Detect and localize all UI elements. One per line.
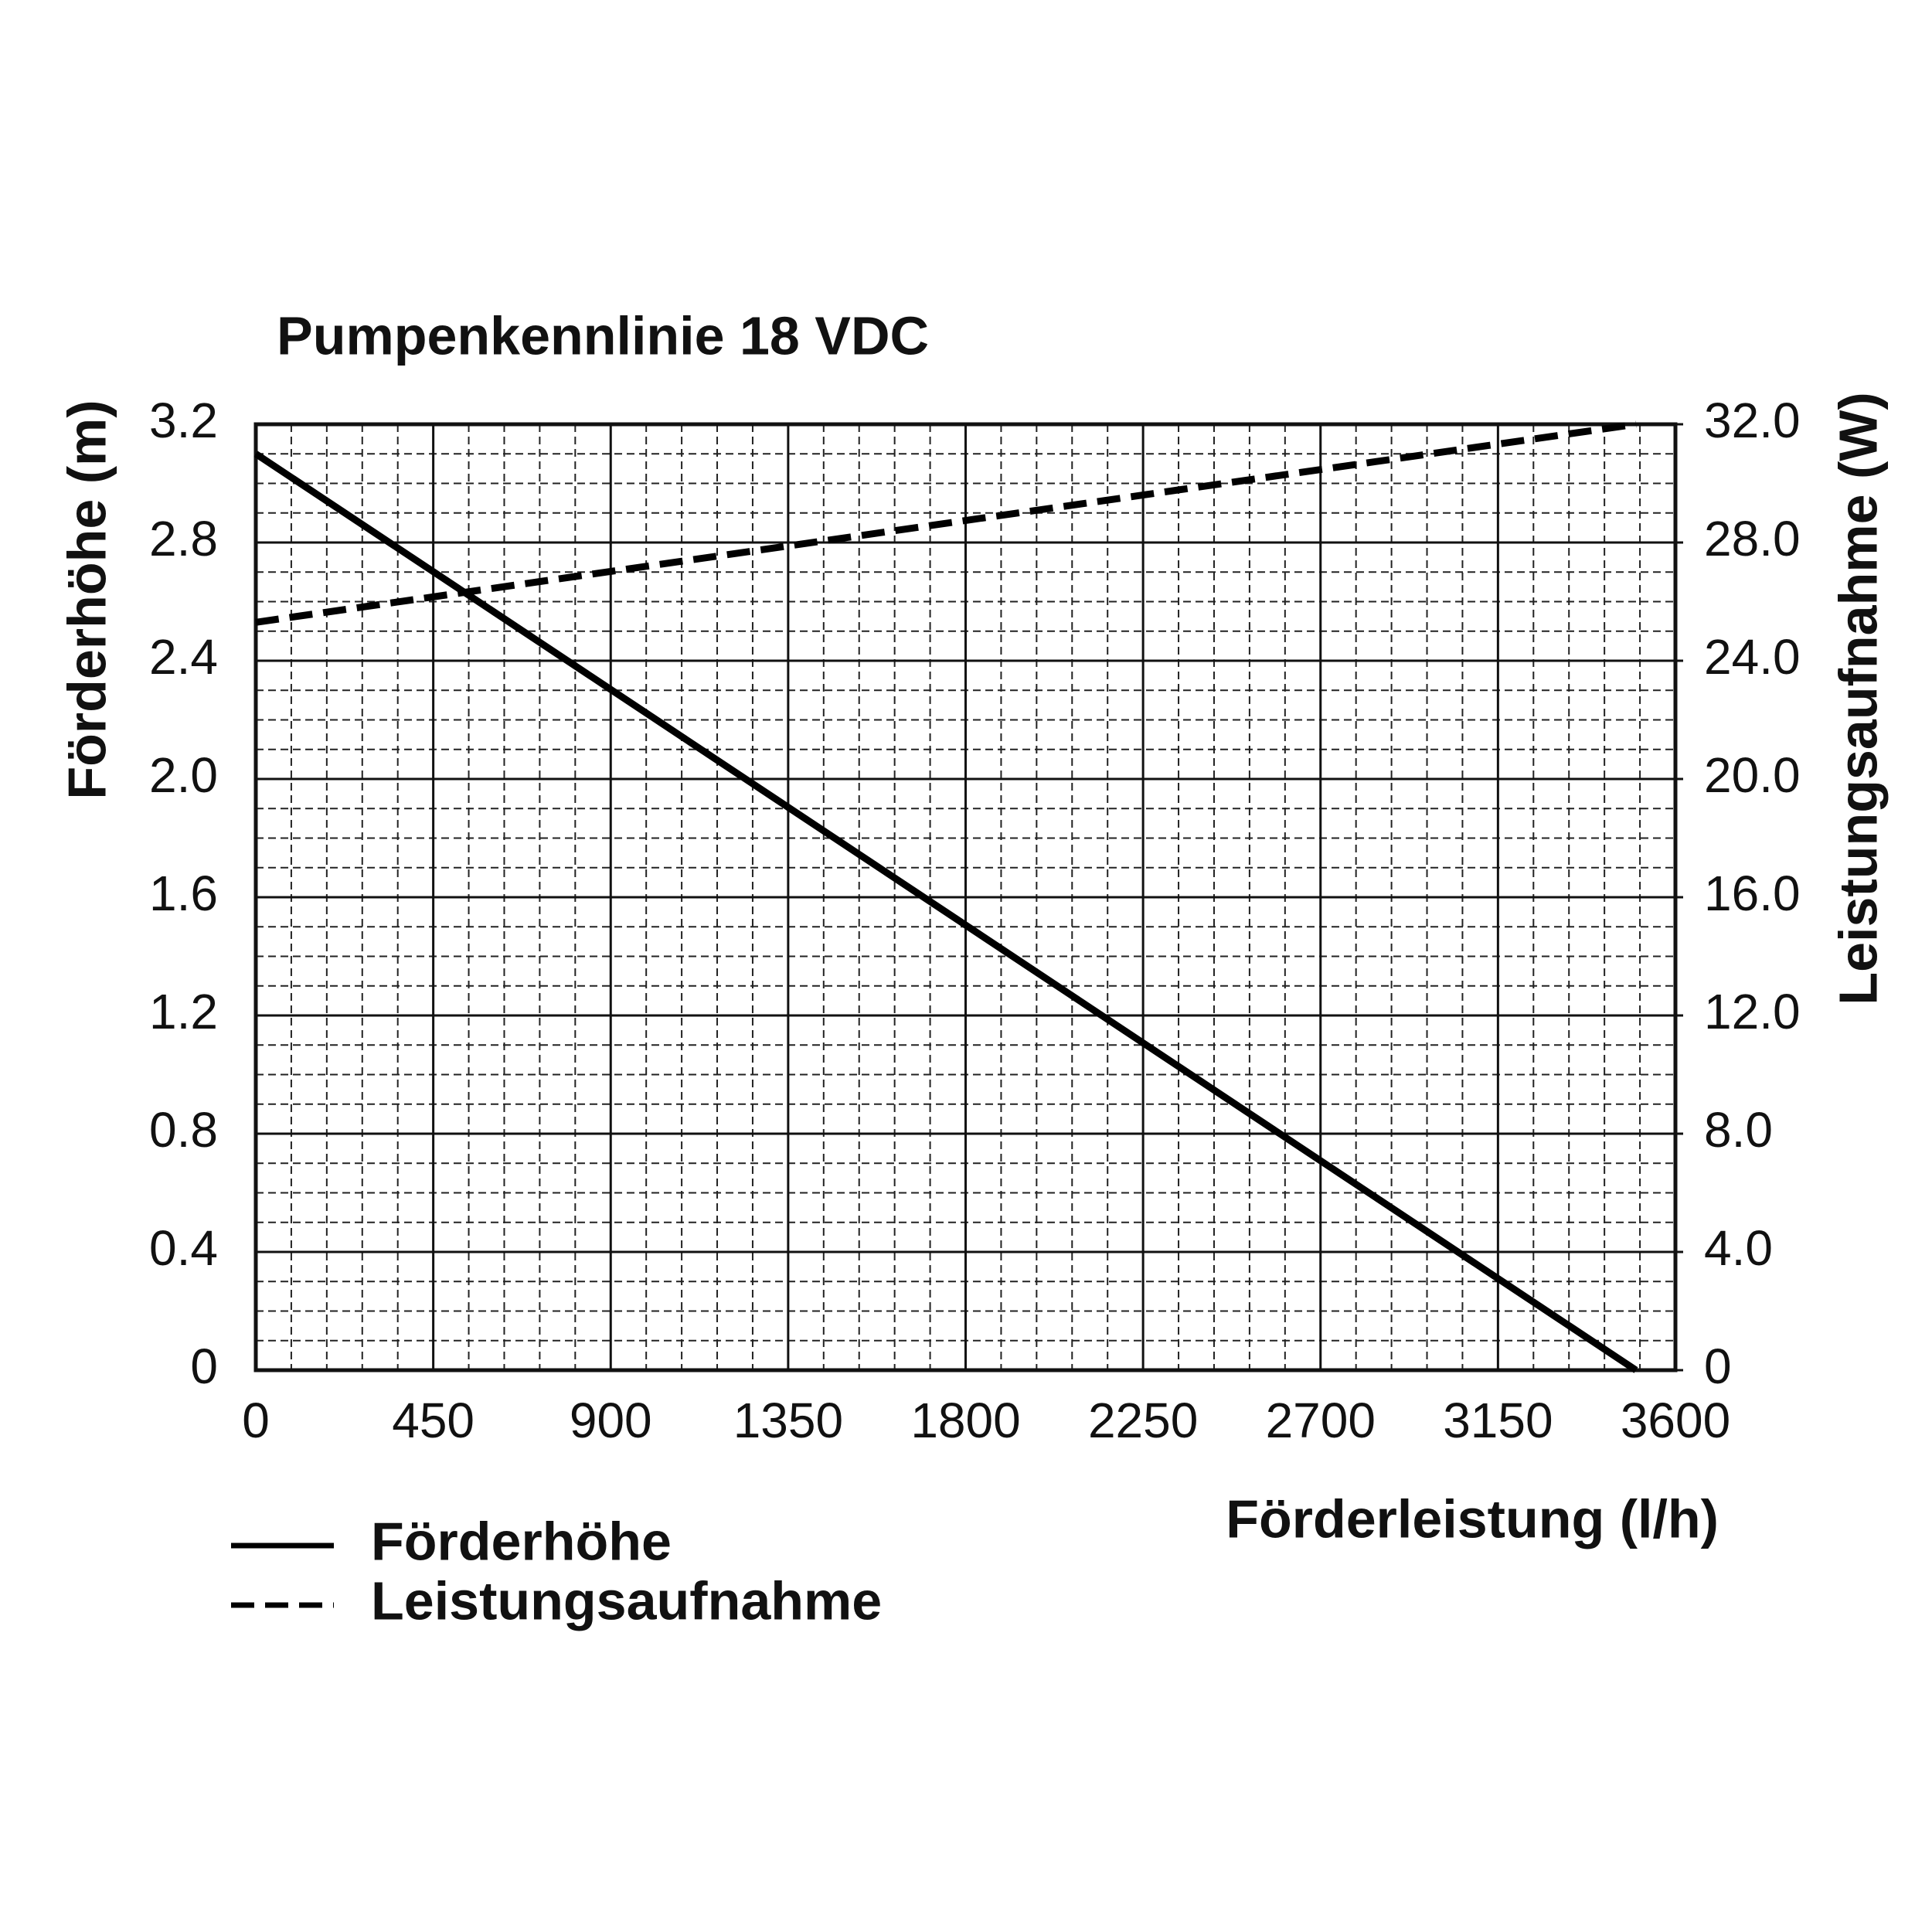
chart-title: Pumpenkennlinie 18 VDC xyxy=(277,305,929,366)
y2-tick-label: 32.0 xyxy=(1704,393,1801,448)
y-tick-label: 1.2 xyxy=(149,984,218,1039)
plot-frame xyxy=(253,422,1678,1372)
series-line xyxy=(255,420,1637,626)
y-tick-label: 2.8 xyxy=(149,511,218,566)
series-line xyxy=(253,451,1638,1373)
y2-tick-label: 4.0 xyxy=(1704,1220,1773,1276)
y2-tick-label: 28.0 xyxy=(1704,511,1801,566)
legend-label: Förderhöhe xyxy=(371,1511,672,1571)
y-tick-label: 0.4 xyxy=(149,1220,218,1276)
x-tick-label: 2700 xyxy=(1266,1393,1376,1448)
x-tick-label: 900 xyxy=(570,1393,652,1448)
y-tick-label: 3.2 xyxy=(149,393,218,448)
x-tick-label: 0 xyxy=(242,1393,270,1448)
x-tick-label: 450 xyxy=(392,1393,474,1448)
y-tick-label: 1.6 xyxy=(149,866,218,921)
y-axis-label: Förderhöhe (m) xyxy=(56,400,117,799)
y2-tick-label: 8.0 xyxy=(1704,1102,1773,1158)
y2-tick-label: 20.0 xyxy=(1704,747,1801,803)
y2-tick-label: 24.0 xyxy=(1704,629,1801,685)
x-tick-label: 3150 xyxy=(1443,1393,1553,1448)
x-tick-label: 1350 xyxy=(733,1393,843,1448)
y2-tick-label: 0 xyxy=(1704,1338,1732,1394)
x-axis-label: Förderleistung (l/h) xyxy=(1226,1488,1719,1549)
y2-tick-label: 12.0 xyxy=(1704,984,1801,1039)
y-tick-label: 0 xyxy=(190,1338,218,1394)
y2-tick-label: 16.0 xyxy=(1704,866,1801,921)
legend-label: Leistungsaufnahme xyxy=(371,1570,882,1631)
y-tick-label: 2.0 xyxy=(149,747,218,803)
x-tick-label: 3600 xyxy=(1621,1393,1730,1448)
y-tick-label: 0.8 xyxy=(149,1102,218,1158)
y-tick-label: 2.4 xyxy=(149,629,218,685)
x-tick-label: 1800 xyxy=(910,1393,1020,1448)
y2-axis-label: Leistungsaufnahme (W) xyxy=(1828,392,1888,1005)
x-tick-label: 2250 xyxy=(1088,1393,1198,1448)
